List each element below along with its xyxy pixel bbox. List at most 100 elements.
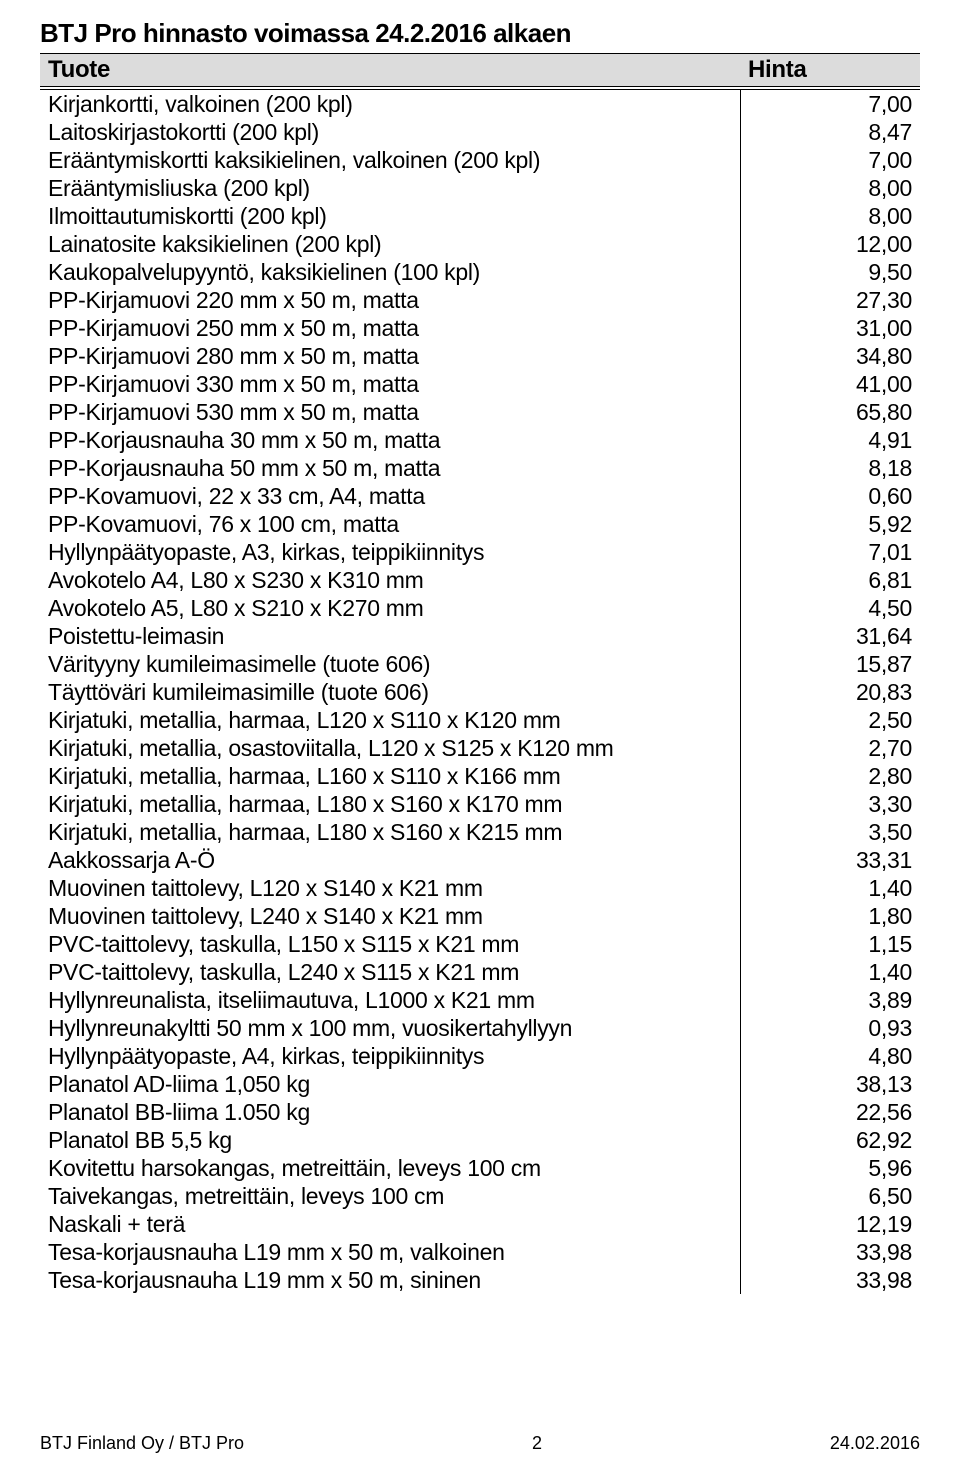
product-cell: PP-Kovamuovi, 76 x 100 cm, matta bbox=[40, 510, 740, 538]
product-cell: Täyttöväri kumileimasimille (tuote 606) bbox=[40, 678, 740, 706]
price-cell: 34,80 bbox=[740, 342, 920, 370]
price-cell: 0,60 bbox=[740, 482, 920, 510]
table-row: Planatol BB-liima 1.050 kg22,56 bbox=[40, 1098, 920, 1126]
table-row: Taivekangas, metreittäin, leveys 100 cm6… bbox=[40, 1182, 920, 1210]
product-cell: PP-Korjausnauha 30 mm x 50 m, matta bbox=[40, 426, 740, 454]
price-cell: 7,01 bbox=[740, 538, 920, 566]
footer-date: 24.02.2016 bbox=[830, 1433, 920, 1454]
price-cell: 41,00 bbox=[740, 370, 920, 398]
product-cell: Aakkossarja A-Ö bbox=[40, 846, 740, 874]
footer-left: BTJ Finland Oy / BTJ Pro bbox=[40, 1433, 244, 1454]
price-cell: 15,87 bbox=[740, 650, 920, 678]
table-row: Ilmoittautumiskortti (200 kpl)8,00 bbox=[40, 202, 920, 230]
page-footer: BTJ Finland Oy / BTJ Pro 2 24.02.2016 bbox=[40, 1433, 920, 1454]
table-row: PP-Kovamuovi, 22 x 33 cm, A4, matta0,60 bbox=[40, 482, 920, 510]
price-cell: 38,13 bbox=[740, 1070, 920, 1098]
price-cell: 8,00 bbox=[740, 202, 920, 230]
price-cell: 4,80 bbox=[740, 1042, 920, 1070]
product-cell: Tesa-korjausnauha L19 mm x 50 m, sininen bbox=[40, 1266, 740, 1294]
product-cell: Kirjankortti, valkoinen (200 kpl) bbox=[40, 90, 740, 118]
price-cell: 3,30 bbox=[740, 790, 920, 818]
table-row: Tesa-korjausnauha L19 mm x 50 m, sininen… bbox=[40, 1266, 920, 1294]
product-cell: PP-Kirjamuovi 220 mm x 50 m, matta bbox=[40, 286, 740, 314]
product-cell: PP-Korjausnauha 50 mm x 50 m, matta bbox=[40, 454, 740, 482]
product-cell: Kirjatuki, metallia, harmaa, L180 x S160… bbox=[40, 790, 740, 818]
product-cell: PVC-taittolevy, taskulla, L240 x S115 x … bbox=[40, 958, 740, 986]
table-row: Kirjatuki, metallia, harmaa, L120 x S110… bbox=[40, 706, 920, 734]
price-table-body: Kirjankortti, valkoinen (200 kpl)7,00Lai… bbox=[40, 90, 920, 1294]
price-cell: 22,56 bbox=[740, 1098, 920, 1126]
table-row: Kirjankortti, valkoinen (200 kpl)7,00 bbox=[40, 90, 920, 118]
price-table: Tuote Hinta bbox=[40, 53, 920, 87]
price-cell: 1,15 bbox=[740, 930, 920, 958]
product-cell: Kirjatuki, metallia, harmaa, L160 x S110… bbox=[40, 762, 740, 790]
document-page: BTJ Pro hinnasto voimassa 24.2.2016 alka… bbox=[0, 0, 960, 1472]
table-row: PP-Korjausnauha 30 mm x 50 m, matta4,91 bbox=[40, 426, 920, 454]
product-cell: Erääntymiskortti kaksikielinen, valkoine… bbox=[40, 146, 740, 174]
price-cell: 33,98 bbox=[740, 1266, 920, 1294]
price-cell: 7,00 bbox=[740, 146, 920, 174]
product-cell: PP-Kirjamuovi 330 mm x 50 m, matta bbox=[40, 370, 740, 398]
product-cell: Planatol BB 5,5 kg bbox=[40, 1126, 740, 1154]
header-product: Tuote bbox=[40, 54, 740, 87]
table-row: Naskali + terä12,19 bbox=[40, 1210, 920, 1238]
table-row: PP-Kirjamuovi 220 mm x 50 m, matta27,30 bbox=[40, 286, 920, 314]
table-row: PP-Kirjamuovi 280 mm x 50 m, matta34,80 bbox=[40, 342, 920, 370]
price-cell: 5,96 bbox=[740, 1154, 920, 1182]
product-cell: Lainatosite kaksikielinen (200 kpl) bbox=[40, 230, 740, 258]
footer-page-number: 2 bbox=[532, 1433, 542, 1454]
product-cell: PP-Kirjamuovi 250 mm x 50 m, matta bbox=[40, 314, 740, 342]
product-cell: Värityyny kumileimasimelle (tuote 606) bbox=[40, 650, 740, 678]
price-cell: 33,98 bbox=[740, 1238, 920, 1266]
product-cell: Tesa-korjausnauha L19 mm x 50 m, valkoin… bbox=[40, 1238, 740, 1266]
product-cell: PVC-taittolevy, taskulla, L150 x S115 x … bbox=[40, 930, 740, 958]
product-cell: Avokotelo A4, L80 x S230 x K310 mm bbox=[40, 566, 740, 594]
product-cell: PP-Kirjamuovi 530 mm x 50 m, matta bbox=[40, 398, 740, 426]
price-cell: 2,70 bbox=[740, 734, 920, 762]
product-cell: Kirjatuki, metallia, osastoviitalla, L12… bbox=[40, 734, 740, 762]
table-row: Kirjatuki, metallia, harmaa, L180 x S160… bbox=[40, 818, 920, 846]
product-cell: Kovitettu harsokangas, metreittäin, leve… bbox=[40, 1154, 740, 1182]
price-cell: 6,50 bbox=[740, 1182, 920, 1210]
price-cell: 31,64 bbox=[740, 622, 920, 650]
product-cell: Hyllynreunakyltti 50 mm x 100 mm, vuosik… bbox=[40, 1014, 740, 1042]
price-cell: 6,81 bbox=[740, 566, 920, 594]
price-cell: 27,30 bbox=[740, 286, 920, 314]
table-row: PP-Kirjamuovi 530 mm x 50 m, matta65,80 bbox=[40, 398, 920, 426]
table-row: Avokotelo A5, L80 x S210 x K270 mm4,50 bbox=[40, 594, 920, 622]
table-row: PP-Korjausnauha 50 mm x 50 m, matta8,18 bbox=[40, 454, 920, 482]
table-row: Erääntymisliuska (200 kpl)8,00 bbox=[40, 174, 920, 202]
header-price: Hinta bbox=[740, 54, 920, 87]
table-row: PVC-taittolevy, taskulla, L240 x S115 x … bbox=[40, 958, 920, 986]
table-row: Poistettu-leimasin31,64 bbox=[40, 622, 920, 650]
price-cell: 8,18 bbox=[740, 454, 920, 482]
price-cell: 20,83 bbox=[740, 678, 920, 706]
table-row: PP-Kirjamuovi 330 mm x 50 m, matta41,00 bbox=[40, 370, 920, 398]
table-header-row: Tuote Hinta bbox=[40, 54, 920, 87]
table-row: Värityyny kumileimasimelle (tuote 606)15… bbox=[40, 650, 920, 678]
product-cell: Laitoskirjastokortti (200 kpl) bbox=[40, 118, 740, 146]
product-cell: Hyllynpäätyopaste, A3, kirkas, teippikii… bbox=[40, 538, 740, 566]
product-cell: PP-Kirjamuovi 280 mm x 50 m, matta bbox=[40, 342, 740, 370]
table-row: Kovitettu harsokangas, metreittäin, leve… bbox=[40, 1154, 920, 1182]
price-cell: 62,92 bbox=[740, 1126, 920, 1154]
price-cell: 65,80 bbox=[740, 398, 920, 426]
price-cell: 9,50 bbox=[740, 258, 920, 286]
table-row: Planatol AD-liima 1,050 kg38,13 bbox=[40, 1070, 920, 1098]
product-cell: Hyllynreunalista, itseliimautuva, L1000 … bbox=[40, 986, 740, 1014]
price-cell: 12,19 bbox=[740, 1210, 920, 1238]
product-cell: Muovinen taittolevy, L240 x S140 x K21 m… bbox=[40, 902, 740, 930]
product-cell: Muovinen taittolevy, L120 x S140 x K21 m… bbox=[40, 874, 740, 902]
table-row: Muovinen taittolevy, L120 x S140 x K21 m… bbox=[40, 874, 920, 902]
price-cell: 1,40 bbox=[740, 958, 920, 986]
price-cell: 1,40 bbox=[740, 874, 920, 902]
table-row: Muovinen taittolevy, L240 x S140 x K21 m… bbox=[40, 902, 920, 930]
table-row: Kirjatuki, metallia, harmaa, L160 x S110… bbox=[40, 762, 920, 790]
product-cell: Kaukopalvelupyyntö, kaksikielinen (100 k… bbox=[40, 258, 740, 286]
product-cell: Poistettu-leimasin bbox=[40, 622, 740, 650]
table-row: Hyllynreunalista, itseliimautuva, L1000 … bbox=[40, 986, 920, 1014]
table-row: Aakkossarja A-Ö33,31 bbox=[40, 846, 920, 874]
price-cell: 33,31 bbox=[740, 846, 920, 874]
table-row: Kirjatuki, metallia, osastoviitalla, L12… bbox=[40, 734, 920, 762]
table-row: Lainatosite kaksikielinen (200 kpl)12,00 bbox=[40, 230, 920, 258]
